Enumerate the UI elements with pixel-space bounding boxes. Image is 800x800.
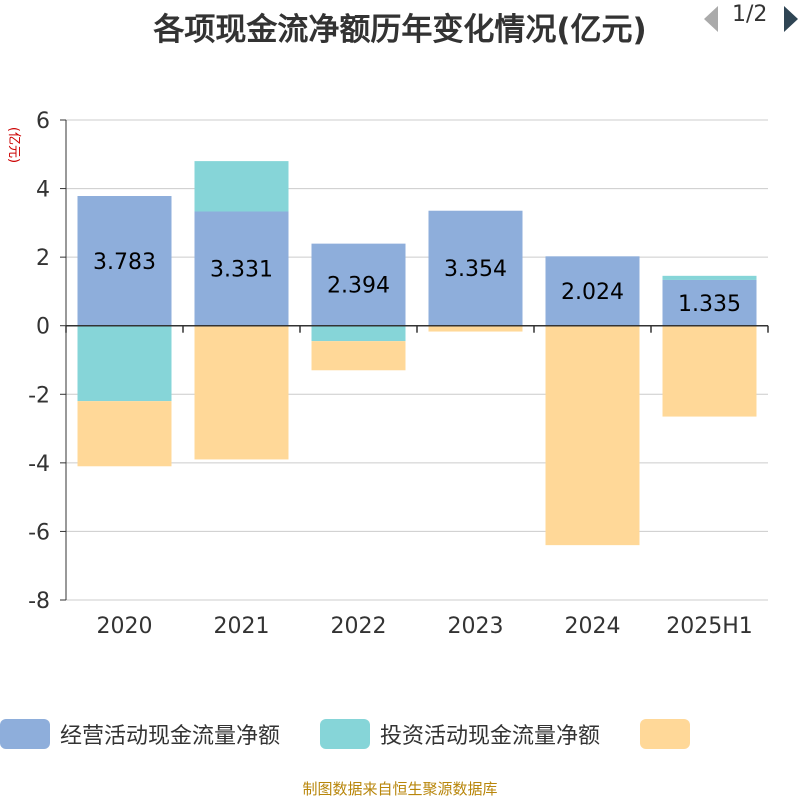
legend-item-2[interactable]: 投资活动现金流量净额	[320, 716, 600, 752]
y-unit-label: (亿元)	[6, 127, 21, 163]
legend-item-1[interactable]: 经营活动现金流量净额	[0, 716, 280, 752]
bar-value-label: 2.024	[561, 280, 624, 305]
legend-prev-arrow-icon[interactable]	[700, 4, 722, 34]
x-tick-label: 2020	[97, 614, 153, 639]
bar-series-3[interactable]	[77, 401, 172, 467]
bar-series-2[interactable]	[194, 161, 289, 212]
bar-series-3[interactable]	[428, 326, 523, 332]
bar-series-3[interactable]	[662, 325, 757, 417]
bar-series-3[interactable]	[545, 325, 640, 546]
chart-plot: 6 4 2 0 -2 -4 -6 -8 (亿元) 3.783 3.331 2.394 3.354 2.02…	[6, 109, 769, 639]
bar-series-1[interactable]	[428, 210, 523, 326]
y-tick-label: 4	[36, 178, 50, 203]
bars	[77, 161, 757, 546]
bar-series-1[interactable]	[662, 279, 757, 326]
x-tick-label: 2024	[565, 614, 621, 639]
y-tick-label: 0	[36, 315, 50, 340]
bar-value-label: 3.331	[210, 258, 273, 283]
x-tick-label: 2021	[214, 614, 270, 639]
bar-value-label: 3.354	[444, 257, 507, 282]
y-tick-label: 6	[36, 109, 50, 134]
y-tick-label: -2	[28, 383, 50, 408]
y-tick-label: 2	[36, 246, 50, 271]
x-tick-label: 2023	[448, 614, 504, 639]
legend-page-indicator: 1/2	[732, 2, 768, 27]
bar-series-2[interactable]	[662, 275, 757, 280]
legend-label: 投资活动现金流量净额	[380, 724, 601, 749]
bar-series-1[interactable]	[194, 211, 289, 326]
source-note: 制图数据来自恒生聚源数据库	[302, 780, 498, 798]
legend: 经营活动现金流量净额 投资活动现金流量净额	[0, 716, 800, 756]
legend-item-3[interactable]	[640, 716, 690, 752]
bar-series-1[interactable]	[77, 196, 172, 326]
bar-series-3[interactable]	[311, 341, 406, 371]
legend-swatch	[640, 719, 690, 749]
bar-value-label: 2.394	[327, 274, 390, 299]
x-tick-label: 2022	[331, 614, 387, 639]
bar-series-1[interactable]	[545, 256, 640, 326]
bar-series-1[interactable]	[311, 243, 406, 326]
bar-value-label: 1.335	[678, 292, 741, 317]
labels: 6 4 2 0 -2 -4 -6 -8 (亿元) 3.783 3.331 2.394 3.354 2.02…	[6, 109, 753, 639]
y-tick-label: -4	[28, 452, 50, 477]
bar-value-label: 3.783	[93, 250, 156, 275]
legend-swatch	[0, 719, 50, 749]
bar-series-2[interactable]	[77, 325, 172, 402]
bar-series-2[interactable]	[311, 325, 406, 342]
y-tick-label: -8	[28, 589, 50, 614]
chart-title: 各项现金流净额历年变化情况(亿元)	[153, 12, 647, 48]
axes	[60, 119, 769, 601]
legend-next-arrow-icon[interactable]	[780, 4, 800, 34]
legend-label: 经营活动现金流量净额	[60, 724, 281, 749]
bar-series-3[interactable]	[194, 325, 289, 460]
y-tick-label: -6	[28, 520, 50, 545]
x-tick-label: 2025H1	[666, 614, 753, 639]
legend-swatch	[320, 719, 370, 749]
